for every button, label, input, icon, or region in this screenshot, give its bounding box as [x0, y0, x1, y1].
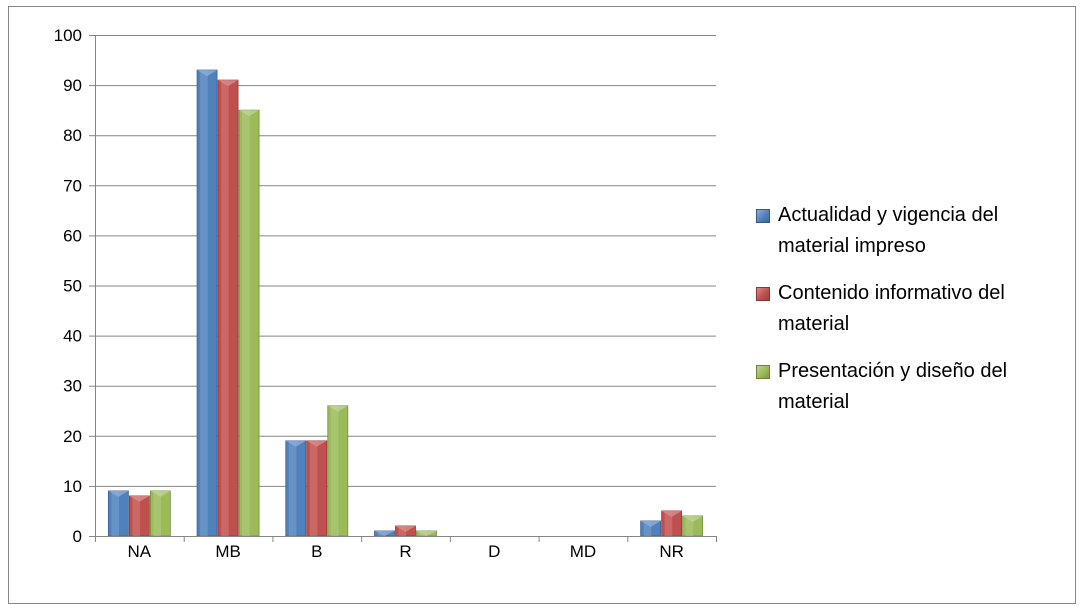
bar [306, 440, 328, 537]
legend: Actualidad y vigencia del material impre… [756, 200, 1056, 434]
y-tick-label: 10 [63, 477, 82, 496]
bar [217, 79, 239, 537]
x-tick-label: D [488, 542, 500, 561]
x-tick-label: NR [659, 542, 684, 561]
y-tick-label: 50 [63, 277, 82, 296]
chart-frame [8, 6, 1076, 604]
legend-label: Presentación y diseño del material [778, 360, 1008, 413]
bar [661, 510, 683, 537]
bar [682, 515, 704, 537]
x-tick-label: MB [215, 542, 241, 561]
y-tick-label: 70 [63, 176, 82, 195]
bar [149, 490, 171, 537]
y-tick-label: 0 [73, 527, 82, 546]
x-tick-label: R [399, 542, 411, 561]
x-tick-label: B [311, 542, 322, 561]
bar [285, 440, 307, 537]
legend-label: Contenido informativo del material [778, 282, 1005, 335]
y-tick-label: 80 [63, 126, 82, 145]
legend-swatch [756, 209, 770, 223]
x-tick-label: NA [128, 542, 152, 561]
y-tick-label: 60 [63, 226, 82, 245]
y-tick-label: 30 [63, 377, 82, 396]
bar [238, 109, 260, 537]
legend-item: Contenido informativo del material [756, 278, 1056, 340]
y-tick-label: 40 [63, 327, 82, 346]
legend-swatch [756, 365, 770, 379]
bar [395, 525, 416, 537]
y-tick-label: 100 [54, 26, 82, 45]
bar [196, 69, 218, 537]
bar [128, 495, 150, 537]
bar [374, 530, 395, 537]
bar [640, 520, 662, 537]
bar [327, 405, 349, 537]
legend-swatch [756, 287, 770, 301]
legend-item: Presentación y diseño del material [756, 356, 1056, 418]
y-tick-label: 90 [63, 76, 82, 95]
bar [107, 490, 129, 537]
legend-label: Actualidad y vigencia del material impre… [778, 204, 999, 257]
bar [416, 530, 437, 537]
x-tick-label: MD [570, 542, 596, 561]
y-tick-label: 20 [63, 427, 82, 446]
legend-item: Actualidad y vigencia del material impre… [756, 200, 1056, 262]
